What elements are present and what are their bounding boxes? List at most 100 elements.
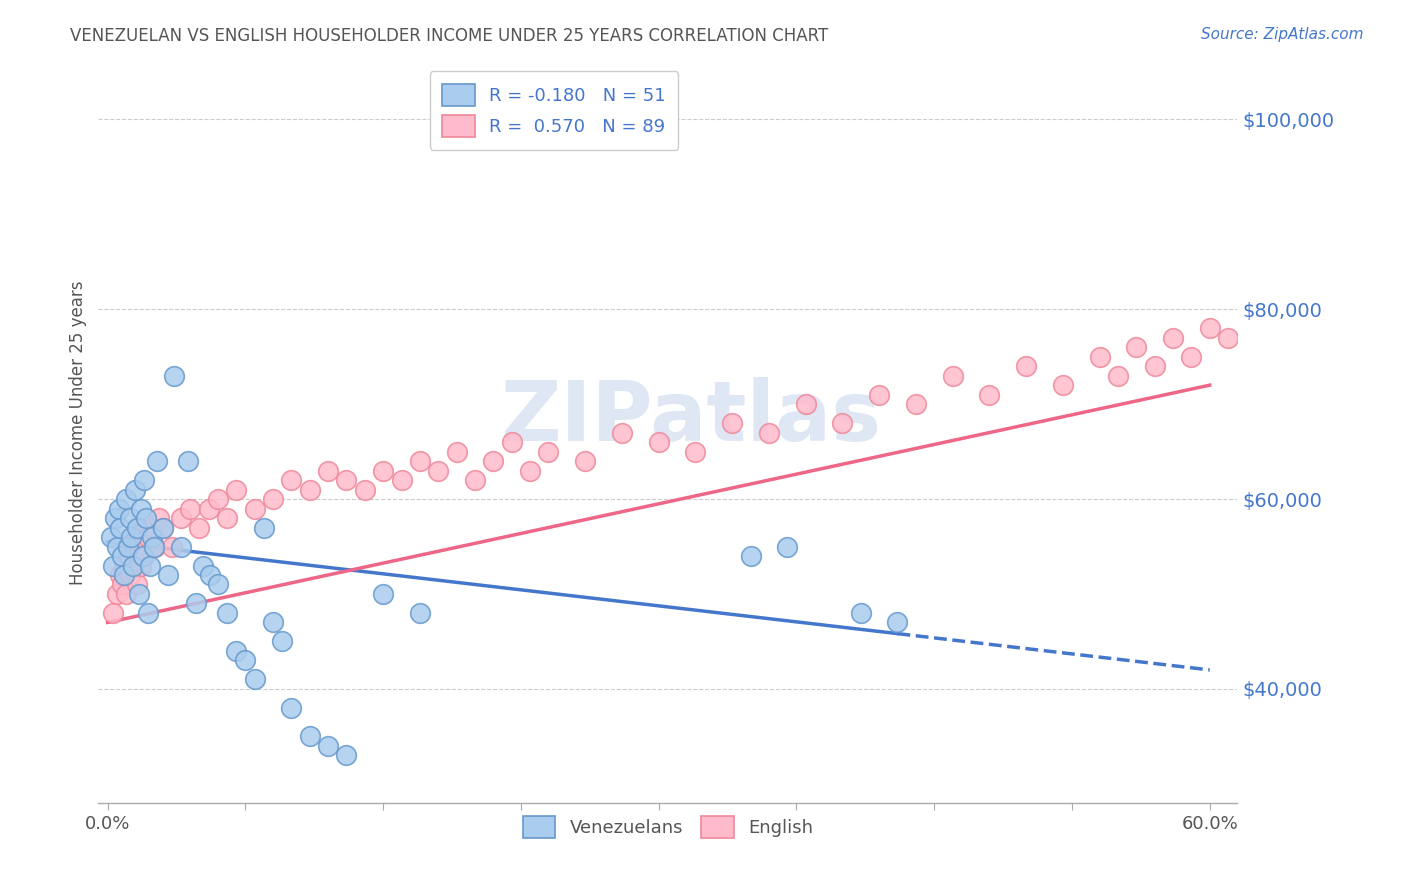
Point (111, 577, 134, 591)
Point (200, 568, 222, 582)
Point (136, 606, 159, 620)
Point (128, 587, 150, 601)
Point (446, 444, 468, 458)
Point (191, 558, 214, 573)
Point (1088, 350, 1111, 364)
Point (316, 739, 339, 753)
Point (112, 568, 135, 582)
Point (215, 511, 238, 525)
Point (101, 558, 124, 573)
Point (118, 511, 141, 525)
Point (197, 501, 219, 516)
Point (112, 558, 135, 573)
Point (170, 511, 193, 525)
Point (117, 540, 139, 554)
Point (122, 558, 145, 573)
Point (501, 435, 523, 450)
Point (371, 464, 394, 478)
Point (537, 444, 560, 458)
Point (110, 568, 132, 582)
Point (101, 606, 124, 620)
Point (177, 454, 200, 468)
Point (1107, 368, 1129, 383)
Point (163, 368, 186, 383)
Text: Source: ZipAtlas.com: Source: ZipAtlas.com (1201, 27, 1364, 42)
Point (262, 615, 284, 630)
Point (152, 520, 174, 534)
Point (157, 568, 180, 582)
Point (105, 540, 128, 554)
Point (409, 454, 432, 468)
Point (115, 491, 138, 506)
Point (141, 530, 163, 544)
Point (371, 587, 394, 601)
Point (125, 577, 148, 591)
Point (160, 540, 183, 554)
Point (131, 549, 153, 563)
Point (100, 530, 122, 544)
Point (107, 501, 129, 516)
Point (776, 540, 799, 554)
Point (243, 501, 266, 516)
Point (610, 425, 633, 440)
Point (740, 549, 762, 563)
Text: ZIPatlas: ZIPatlas (501, 377, 882, 458)
Point (353, 483, 375, 497)
Point (942, 368, 965, 383)
Point (235, 653, 257, 667)
Point (794, 397, 817, 411)
Point (135, 511, 157, 525)
Y-axis label: Householder Income Under 25 years: Householder Income Under 25 years (69, 280, 87, 585)
Point (188, 520, 211, 534)
Point (1198, 321, 1220, 335)
Point (262, 491, 284, 506)
Point (280, 473, 302, 487)
Point (335, 473, 357, 487)
Point (335, 748, 357, 763)
Point (1143, 359, 1166, 374)
Point (134, 473, 156, 487)
Point (146, 454, 169, 468)
Point (105, 587, 128, 601)
Point (1216, 331, 1239, 345)
Point (136, 530, 159, 544)
Point (482, 454, 505, 468)
Point (225, 644, 247, 658)
Point (125, 520, 148, 534)
Point (141, 520, 163, 534)
Point (145, 540, 167, 554)
Point (129, 558, 152, 573)
Point (225, 483, 247, 497)
Point (243, 673, 266, 687)
Point (110, 520, 132, 534)
Point (391, 473, 413, 487)
Point (868, 387, 890, 401)
Point (117, 549, 139, 563)
Point (111, 549, 134, 563)
Point (122, 558, 145, 573)
Point (298, 730, 321, 744)
Point (104, 511, 127, 525)
Point (849, 606, 872, 620)
Point (215, 606, 238, 620)
Point (904, 397, 927, 411)
Point (115, 587, 138, 601)
Point (129, 501, 152, 516)
Point (979, 387, 1001, 401)
Point (118, 568, 141, 582)
Point (142, 540, 165, 554)
Point (121, 540, 143, 554)
Legend: Venezuelans, English: Venezuelans, English (516, 809, 820, 846)
Point (1180, 350, 1202, 364)
Point (207, 491, 229, 506)
Point (152, 520, 174, 534)
Point (179, 501, 201, 516)
Point (574, 454, 596, 468)
Point (831, 416, 853, 430)
Point (685, 444, 707, 458)
Point (170, 540, 193, 554)
Point (464, 473, 486, 487)
Point (121, 530, 143, 544)
Point (316, 464, 339, 478)
Point (886, 615, 908, 630)
